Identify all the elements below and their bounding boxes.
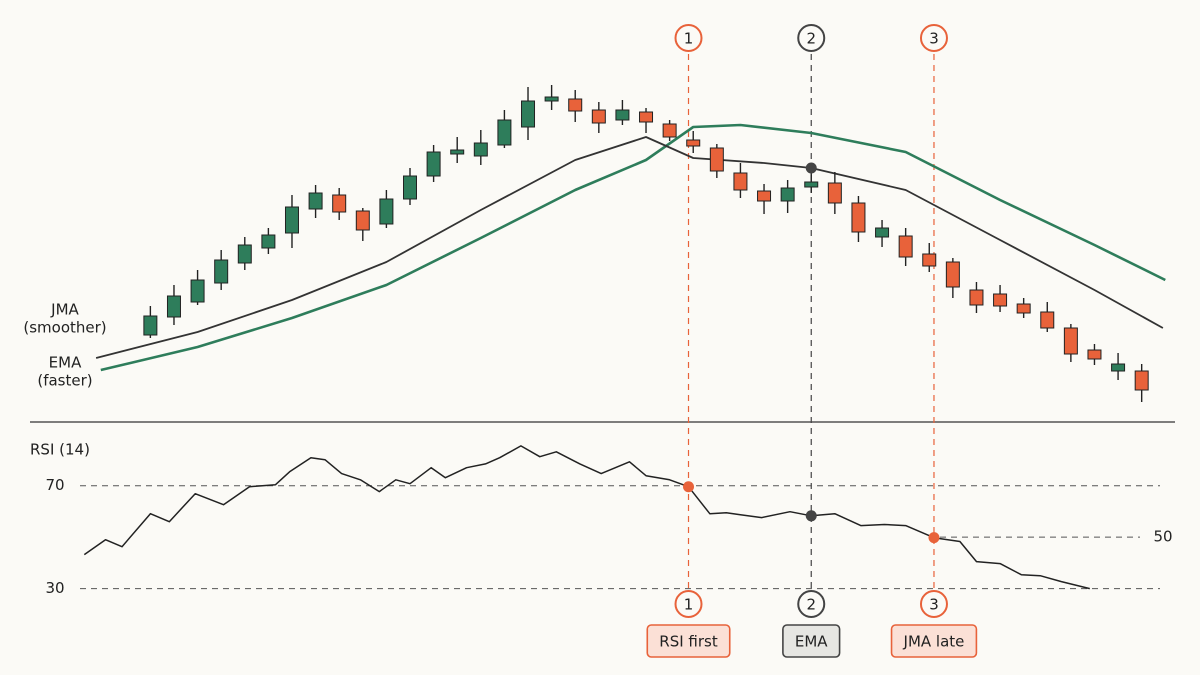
y-tick-label: 50 xyxy=(1153,528,1172,546)
signal-label: RSI first xyxy=(659,633,718,651)
candle-body xyxy=(284,206,299,234)
signal-number: 1 xyxy=(684,30,694,48)
signal-number: 3 xyxy=(929,30,939,48)
legend-note: (faster) xyxy=(37,372,92,390)
signal-pill xyxy=(646,624,731,658)
candle-body xyxy=(1111,363,1126,372)
candle-body xyxy=(733,172,748,191)
signal-number: 2 xyxy=(806,30,816,48)
candle-body xyxy=(1087,349,1102,360)
signal-label: EMA xyxy=(795,633,828,651)
candle-body xyxy=(757,190,772,202)
signal-dot xyxy=(928,532,940,544)
candle-body xyxy=(827,182,842,204)
legend-note: (smoother) xyxy=(23,319,106,337)
candle-body xyxy=(237,244,252,264)
signal-number: 1 xyxy=(684,596,694,614)
candle-body xyxy=(993,293,1008,307)
signal-pill xyxy=(890,624,978,658)
candle-body xyxy=(686,139,701,147)
candle-body xyxy=(1016,303,1031,314)
candle-body xyxy=(969,289,984,306)
candle-body xyxy=(898,235,913,258)
signal-pill xyxy=(782,624,841,658)
candle-body xyxy=(851,202,866,233)
candle-body xyxy=(662,123,677,138)
candle-body xyxy=(497,119,512,146)
signal-dot xyxy=(805,510,817,522)
candle-body xyxy=(568,98,583,112)
candle-body xyxy=(426,151,441,177)
candle-body xyxy=(473,142,488,157)
panel-title: RSI (14) xyxy=(30,441,90,459)
candle-body xyxy=(709,147,724,172)
candle-body xyxy=(403,175,417,200)
y-tick-label: 70 xyxy=(45,476,64,494)
candle-body xyxy=(1063,327,1078,355)
signal-badge xyxy=(797,590,826,618)
candle-body xyxy=(945,261,960,288)
candle-body xyxy=(875,227,890,238)
line-series xyxy=(83,445,1090,590)
signal-number: 2 xyxy=(806,596,816,614)
candle-body xyxy=(332,194,347,213)
candle-body xyxy=(450,149,465,155)
candle-body xyxy=(261,234,276,249)
candle-body xyxy=(615,109,630,121)
signal-number: 3 xyxy=(929,596,939,614)
signal-dot xyxy=(805,162,817,174)
candle-body xyxy=(639,111,654,123)
candle-body xyxy=(1134,370,1149,391)
candle-body xyxy=(214,259,229,284)
legend-label: EMA xyxy=(49,354,82,372)
signal-badge xyxy=(674,590,703,618)
candle-body xyxy=(143,315,158,336)
signal-badge xyxy=(797,24,826,52)
candle-body xyxy=(190,279,205,303)
candle-body xyxy=(804,181,819,188)
candle-body xyxy=(166,295,181,318)
candle-body xyxy=(355,210,370,231)
candle-body xyxy=(544,96,559,102)
signal-label: JMA late xyxy=(903,633,965,651)
y-tick-label: 30 xyxy=(45,579,64,597)
signal-badge xyxy=(919,24,948,52)
candle-body xyxy=(521,100,536,128)
candle-body xyxy=(922,253,937,267)
signal-badge xyxy=(674,24,703,52)
line-series xyxy=(95,136,1164,359)
candle-body xyxy=(308,192,323,210)
line-series xyxy=(100,123,1166,372)
signal-badge xyxy=(919,590,948,618)
candle-body xyxy=(379,198,394,225)
candle-body xyxy=(780,187,795,202)
candle-body xyxy=(1040,311,1055,329)
signal-dot xyxy=(683,481,695,493)
legend-label: JMA xyxy=(50,301,79,319)
candle-body xyxy=(591,109,606,124)
